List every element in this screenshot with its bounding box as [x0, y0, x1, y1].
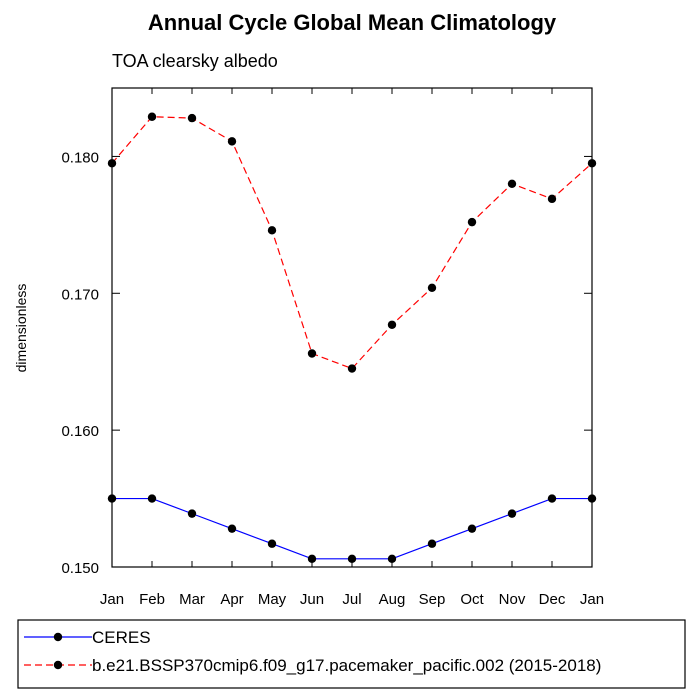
legend-frame: [17, 619, 686, 689]
data-point: [387, 320, 397, 329]
data-point: [427, 283, 437, 293]
data-point: [467, 217, 477, 227]
y-tick-label: 0.160: [61, 423, 99, 440]
data-point: [347, 554, 357, 563]
x-tick-label: Dec: [539, 591, 566, 608]
plot-frame: [111, 87, 593, 568]
data-point: [347, 364, 357, 373]
data-point: [507, 509, 517, 518]
x-tick-label: Oct: [460, 591, 484, 608]
data-point: [587, 159, 597, 168]
data-point: [387, 554, 397, 563]
data-point: [267, 539, 277, 548]
x-tick-label: Sep: [419, 591, 446, 608]
axis-ticks: Jan Feb Mar Apr May Jun Jul Aug Sep Oct Nov Dec Jan0…: [61, 88, 604, 608]
legend-label-model: b.e21.BSSP370cmip6.f09_g17.pacemaker_pac…: [92, 656, 601, 675]
data-point: [267, 226, 277, 235]
data-point: [107, 159, 117, 168]
x-tick-label: May: [258, 591, 287, 608]
chart-title: Annual Cycle Global Mean Climatology: [148, 10, 557, 35]
x-tick-label: Jan: [580, 591, 604, 608]
data-point: [587, 494, 597, 503]
x-tick-label: Nov: [499, 591, 526, 608]
data-point: [147, 112, 157, 121]
data-point: [107, 494, 117, 503]
data-point: [507, 179, 517, 188]
data-point: [187, 509, 197, 518]
legend-label-ceres: CERES: [92, 628, 151, 647]
data-point: [147, 494, 157, 503]
y-tick-label: 0.170: [61, 286, 99, 303]
x-tick-label: Feb: [139, 591, 165, 608]
chart-subtitle: TOA clearsky albedo: [112, 51, 278, 71]
x-tick-label: Apr: [220, 591, 243, 608]
data-point: [547, 194, 557, 204]
series-layer: [107, 112, 597, 563]
x-tick-label: Mar: [179, 591, 205, 608]
data-point: [187, 113, 197, 123]
data-point: [227, 137, 237, 146]
data-point: [547, 494, 557, 503]
data-point: [467, 524, 477, 533]
x-tick-label: Jun: [300, 591, 324, 608]
x-tick-label: Jan: [100, 591, 124, 608]
y-tick-label: 0.180: [61, 149, 99, 166]
legend-marker-model: [53, 660, 63, 670]
series-line: [111, 116, 593, 370]
data-point: [307, 554, 317, 563]
data-point: [227, 524, 237, 533]
legend-marker-ceres: [53, 632, 63, 642]
legend: CERES b.e21.BSSP370cmip6.f09_g17.pacemak…: [17, 619, 686, 689]
series-line: [112, 497, 592, 560]
data-point: [307, 349, 317, 358]
y-tick-label: 0.150: [61, 560, 99, 577]
data-point: [427, 539, 437, 548]
x-tick-label: Aug: [379, 591, 406, 608]
y-axis-label: dimensionless: [13, 284, 29, 373]
x-tick-label: Jul: [342, 591, 361, 608]
